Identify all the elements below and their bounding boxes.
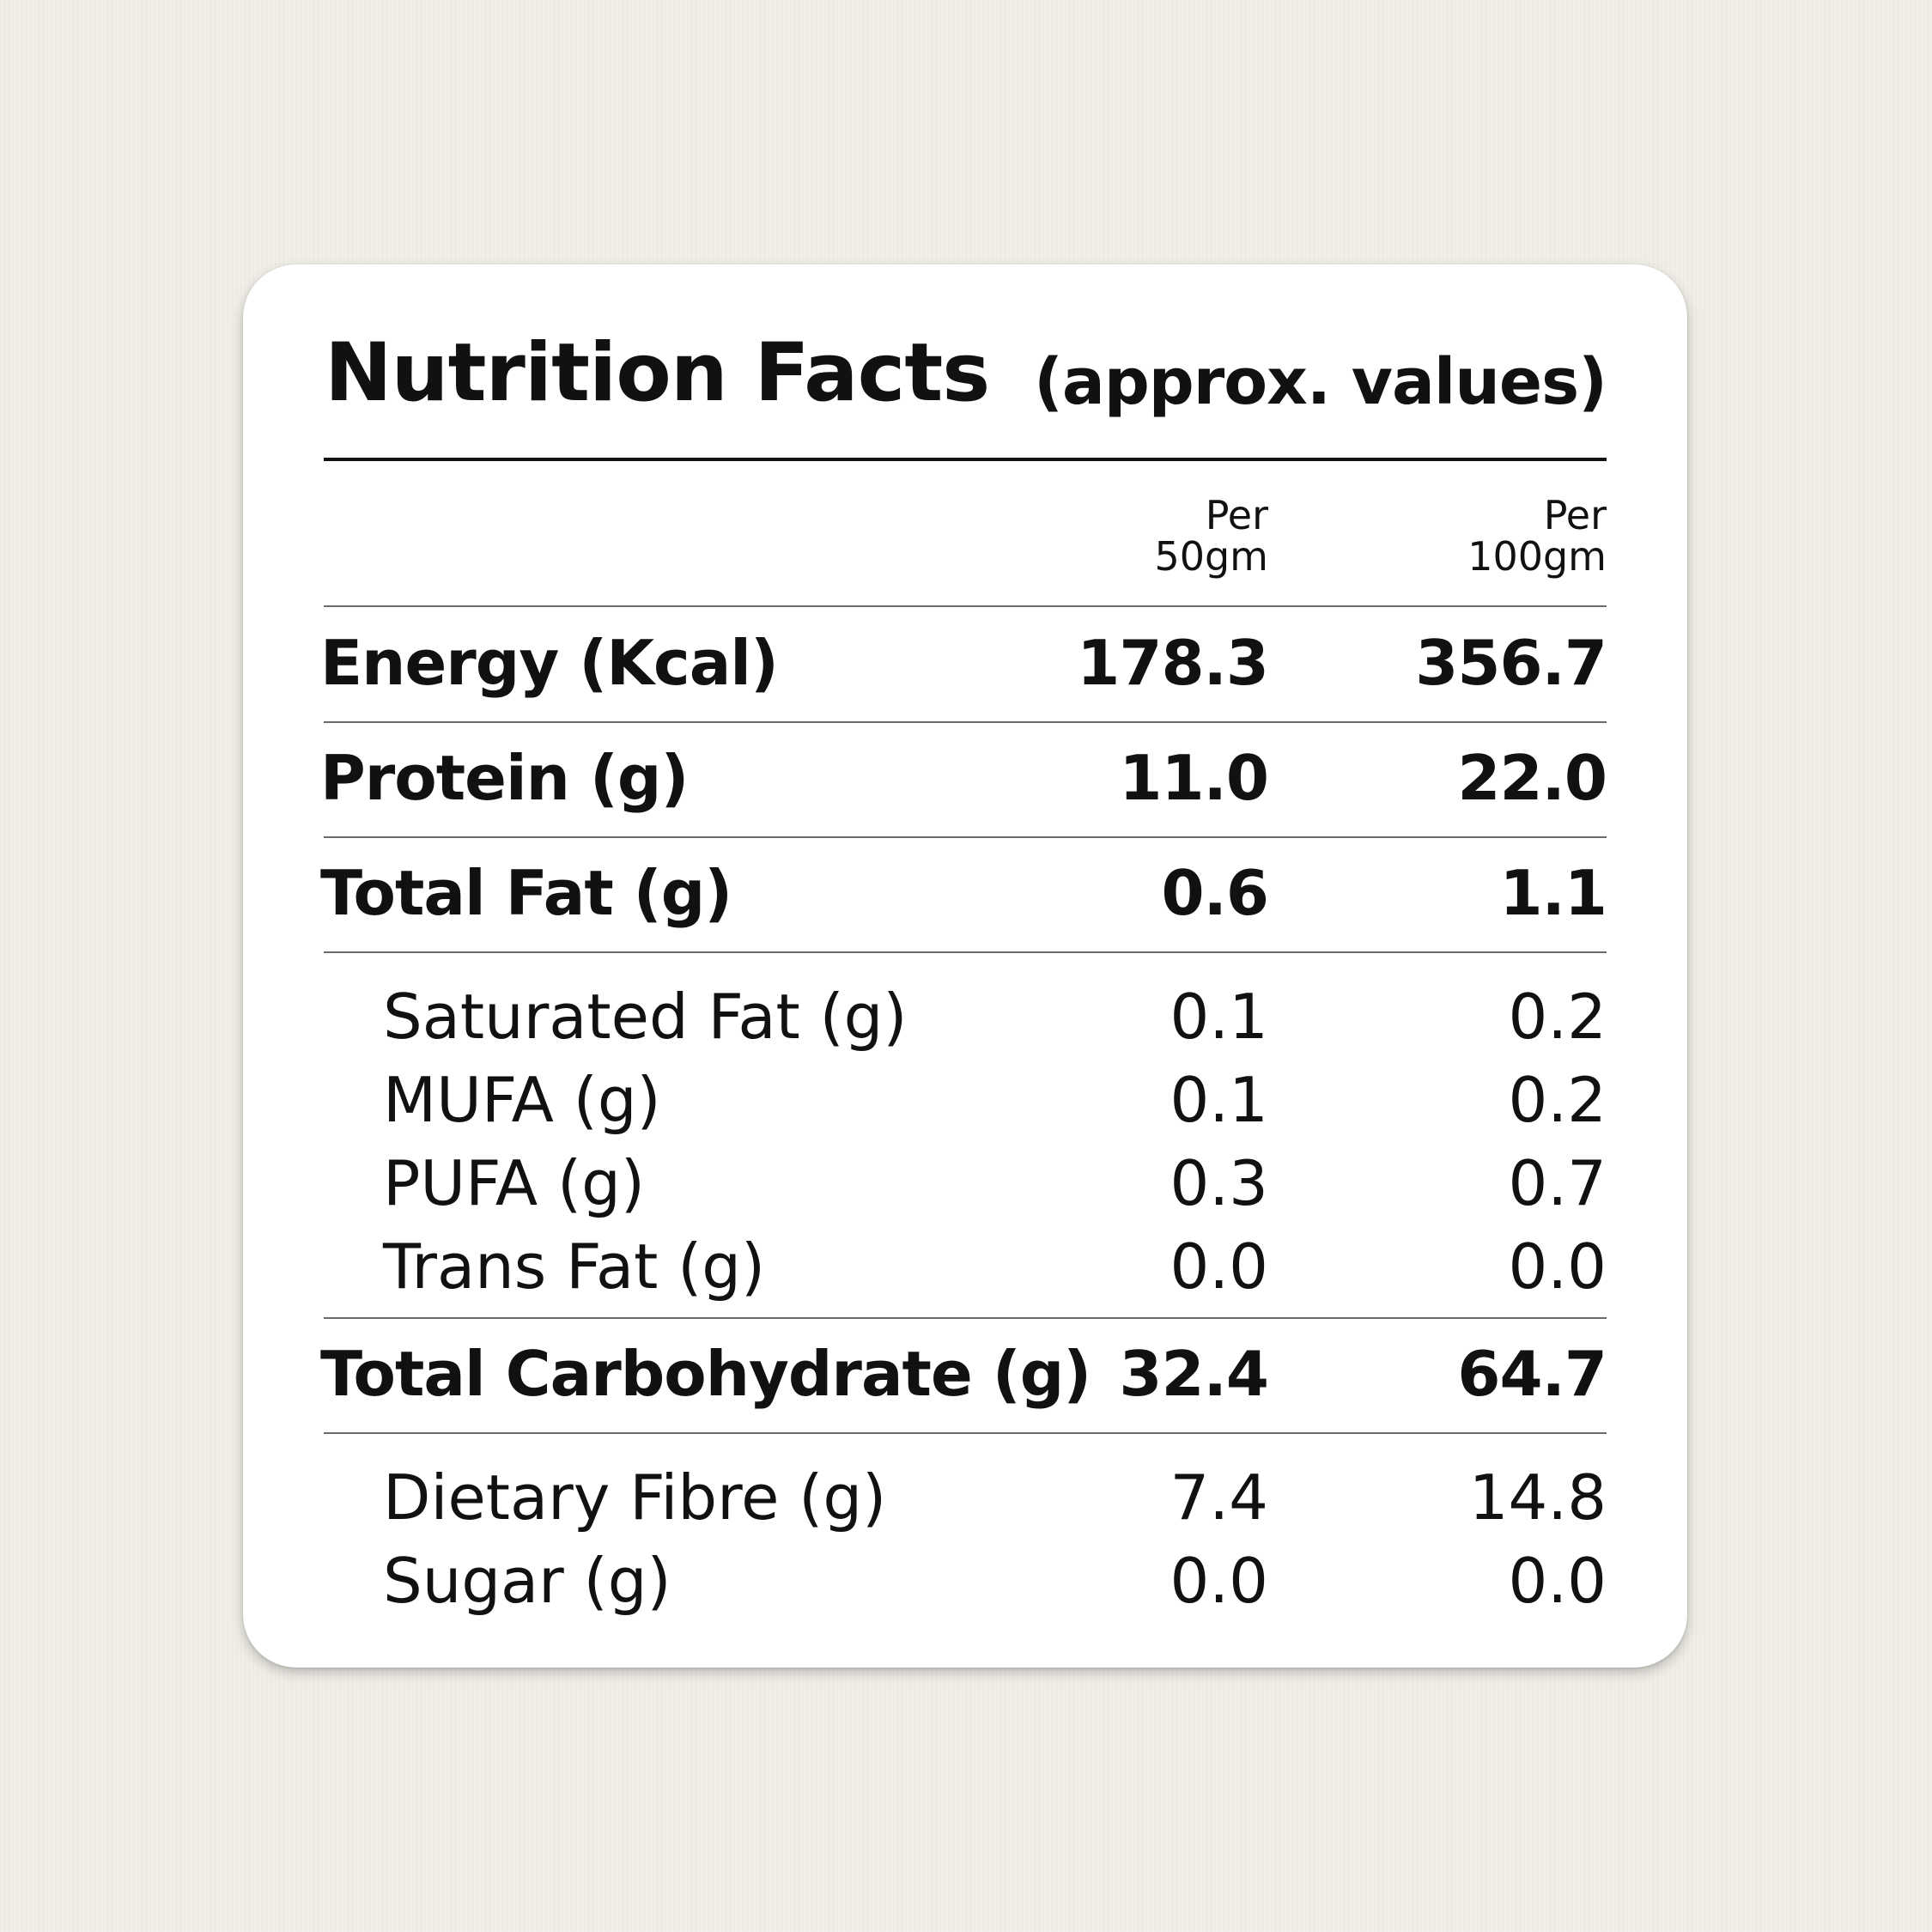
approx-values-note: (approx. values): [1034, 345, 1607, 419]
nutrient-label: Total Carbohydrate (g): [320, 1338, 1091, 1410]
value-per-100gm: 1.1: [1499, 857, 1607, 929]
value-per-50gm: 0.0: [1170, 1545, 1268, 1617]
nutrient-label: MUFA (g): [383, 1064, 661, 1136]
row-divider: [324, 721, 1607, 723]
nutrient-label: Sugar (g): [383, 1545, 671, 1617]
table-row-total-carbohydrate: Total Carbohydrate (g) 32.4 64.7: [243, 1340, 1687, 1408]
table-row-energy: Energy (Kcal) 178.3 356.7: [243, 629, 1687, 697]
table-row-trans-fat: Trans Fat (g) 0.0 0.0: [243, 1232, 1687, 1301]
column-header-line: 50gm: [1154, 533, 1268, 580]
column-header-line: Per: [1543, 492, 1607, 538]
value-per-50gm: 0.1: [1170, 981, 1268, 1053]
value-per-100gm: 356.7: [1415, 627, 1607, 699]
nutrient-label: Trans Fat (g): [383, 1230, 766, 1303]
nutrient-label: Total Fat (g): [320, 857, 732, 929]
value-per-50gm: 7.4: [1170, 1461, 1268, 1534]
value-per-50gm: 0.3: [1170, 1147, 1268, 1219]
value-per-50gm: 0.1: [1170, 1064, 1268, 1136]
table-row-saturated-fat: Saturated Fat (g) 0.1 0.2: [243, 982, 1687, 1051]
table-row-pufa: PUFA (g) 0.3 0.7: [243, 1149, 1687, 1218]
value-per-100gm: 64.7: [1457, 1338, 1607, 1410]
table-row-sugar: Sugar (g) 0.0 0.0: [243, 1546, 1687, 1615]
value-per-100gm: 0.7: [1508, 1147, 1607, 1219]
nutrition-facts-card: Nutrition Facts (approx. values) Per 50g…: [243, 264, 1687, 1668]
value-per-100gm: 0.0: [1508, 1230, 1607, 1303]
nutrient-label: Dietary Fibre (g): [383, 1461, 887, 1534]
row-divider: [324, 836, 1607, 838]
column-header-line: 100gm: [1467, 533, 1607, 580]
value-per-100gm: 0.2: [1508, 1064, 1607, 1136]
value-per-50gm: 11.0: [1119, 742, 1269, 814]
table-row-dietary-fibre: Dietary Fibre (g) 7.4 14.8: [243, 1463, 1687, 1532]
value-per-100gm: 0.2: [1508, 981, 1607, 1053]
table-row-protein: Protein (g) 11.0 22.0: [243, 744, 1687, 812]
nutrient-label: Protein (g): [320, 742, 689, 814]
nutrient-label: Saturated Fat (g): [383, 981, 908, 1053]
column-header-line: Per: [1205, 492, 1268, 538]
value-per-50gm: 32.4: [1119, 1338, 1269, 1410]
table-row-total-fat: Total Fat (g) 0.6 1.1: [243, 859, 1687, 927]
nutrient-label: Energy (Kcal): [320, 627, 779, 699]
row-divider: [324, 951, 1607, 953]
table-row-mufa: MUFA (g) 0.1 0.2: [243, 1066, 1687, 1134]
value-per-100gm: 22.0: [1457, 742, 1607, 814]
value-per-50gm: 178.3: [1077, 627, 1269, 699]
column-header-per-100gm: Per 100gm: [1467, 495, 1607, 577]
value-per-100gm: 0.0: [1508, 1545, 1607, 1617]
nutrition-facts-title: Nutrition Facts: [325, 326, 990, 420]
title-divider: [324, 458, 1607, 461]
row-divider: [324, 605, 1607, 607]
value-per-50gm: 0.6: [1161, 857, 1269, 929]
column-header-per-50gm: Per 50gm: [1154, 495, 1268, 577]
row-divider: [324, 1432, 1607, 1434]
value-per-100gm: 14.8: [1468, 1461, 1607, 1534]
value-per-50gm: 0.0: [1170, 1230, 1268, 1303]
row-divider: [324, 1317, 1607, 1319]
nutrient-label: PUFA (g): [383, 1147, 645, 1219]
